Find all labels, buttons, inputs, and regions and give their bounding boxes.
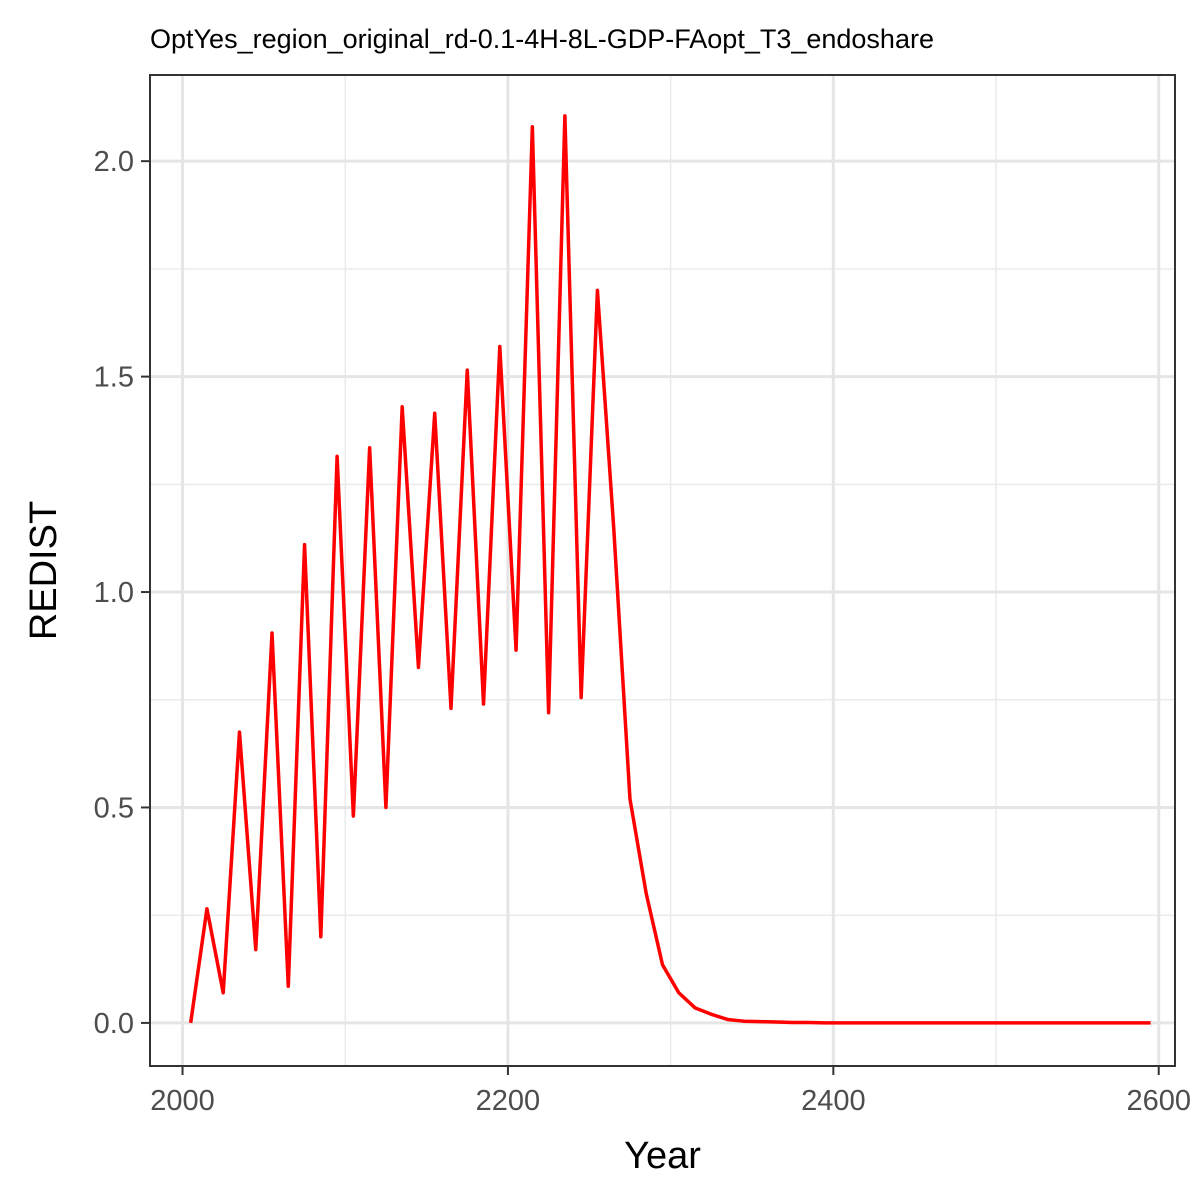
y-axis: 0.0 0.5 1.0 1.5 2.0 xyxy=(94,146,150,1040)
y-tick-label: 0.5 xyxy=(94,792,134,824)
y-tick-label: 0.0 xyxy=(94,1008,134,1040)
chart-title: OptYes_region_original_rd-0.1-4H-8L-GDP-… xyxy=(150,24,934,54)
x-tick-label: 2400 xyxy=(801,1085,866,1117)
x-tick-label: 2200 xyxy=(476,1085,541,1117)
y-tick-label: 1.5 xyxy=(94,362,134,394)
plot-panel-border xyxy=(149,74,1176,1067)
series-layer xyxy=(188,114,1151,1025)
series-line xyxy=(188,114,1151,1025)
major-gridlines xyxy=(150,75,1175,1066)
x-tick-label: 2000 xyxy=(150,1085,215,1117)
y-tick-label: 1.0 xyxy=(94,577,134,609)
x-tick-label: 2600 xyxy=(1126,1085,1191,1117)
x-axis: 2000 2200 2400 2600 xyxy=(150,1066,1191,1117)
y-axis-title: REDIST xyxy=(23,501,65,640)
x-axis-title: Year xyxy=(624,1135,701,1177)
y-tick-label: 2.0 xyxy=(94,146,134,178)
